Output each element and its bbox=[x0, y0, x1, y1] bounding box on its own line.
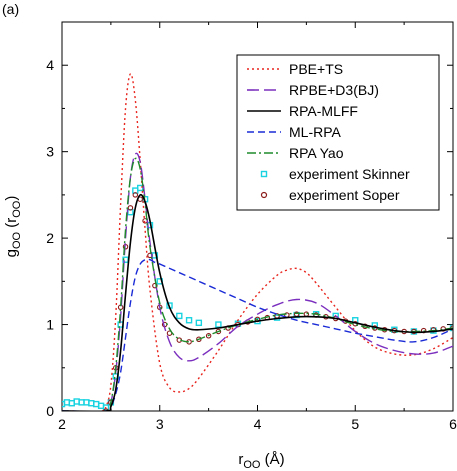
y-tick-label: 3 bbox=[46, 144, 54, 160]
soper-point bbox=[132, 192, 139, 198]
skinner-point bbox=[195, 319, 203, 327]
legend-label: RPA-MLFF bbox=[289, 103, 358, 119]
legend-label: PBE+TS bbox=[289, 61, 343, 77]
legend-label: experiment Soper bbox=[289, 187, 400, 203]
series-layer bbox=[62, 73, 453, 411]
y-tick-label: 4 bbox=[46, 57, 54, 73]
x-tick-label: 4 bbox=[254, 416, 262, 432]
skinner-point bbox=[215, 321, 222, 328]
soper-point bbox=[196, 336, 202, 343]
y-tick-label: 1 bbox=[46, 317, 54, 333]
y-tick-label: 2 bbox=[46, 230, 54, 246]
legend-swatch bbox=[260, 170, 268, 178]
legend-label: RPA Yao bbox=[289, 145, 344, 161]
x-tick-label: 5 bbox=[351, 416, 359, 432]
legend: PBE+TS RPBE+D3(BJ) RPA-MLFF ML-RPA RPA Yao ex… bbox=[236, 54, 440, 211]
axis-ticks: 2 3 4 5 6 0 1 2 3 4 bbox=[46, 21, 457, 432]
series-line-rpa-mlff bbox=[62, 193, 453, 411]
series-line-rpa-yao bbox=[62, 157, 453, 411]
y-tick-label: 0 bbox=[46, 403, 54, 419]
panel-label: (a) bbox=[2, 1, 19, 17]
x-tick-label: 3 bbox=[156, 416, 164, 432]
x-tick-label: 6 bbox=[449, 416, 457, 432]
y-axis-label: gOO (rOO) bbox=[3, 196, 23, 258]
x-tick-label: 2 bbox=[58, 416, 66, 432]
soper-point bbox=[215, 328, 222, 335]
soper-point bbox=[152, 282, 158, 289]
legend-label: ML-RPA bbox=[289, 124, 342, 140]
series-line-pbe-ts bbox=[62, 73, 453, 411]
skinner-point bbox=[102, 404, 110, 411]
soper-point bbox=[303, 311, 310, 317]
skinner-point bbox=[136, 184, 144, 192]
legend-label: experiment Skinner bbox=[289, 166, 410, 182]
legend-label: RPBE+D3(BJ) bbox=[289, 82, 379, 98]
soper-point bbox=[127, 205, 134, 211]
x-axis-label: rOO (Å) bbox=[238, 451, 284, 471]
skinner-point bbox=[185, 317, 193, 324]
skinner-point bbox=[176, 312, 183, 320]
soper-point bbox=[205, 333, 212, 339]
legend-swatch bbox=[260, 191, 268, 199]
series-line-ml-rpa bbox=[62, 258, 453, 411]
